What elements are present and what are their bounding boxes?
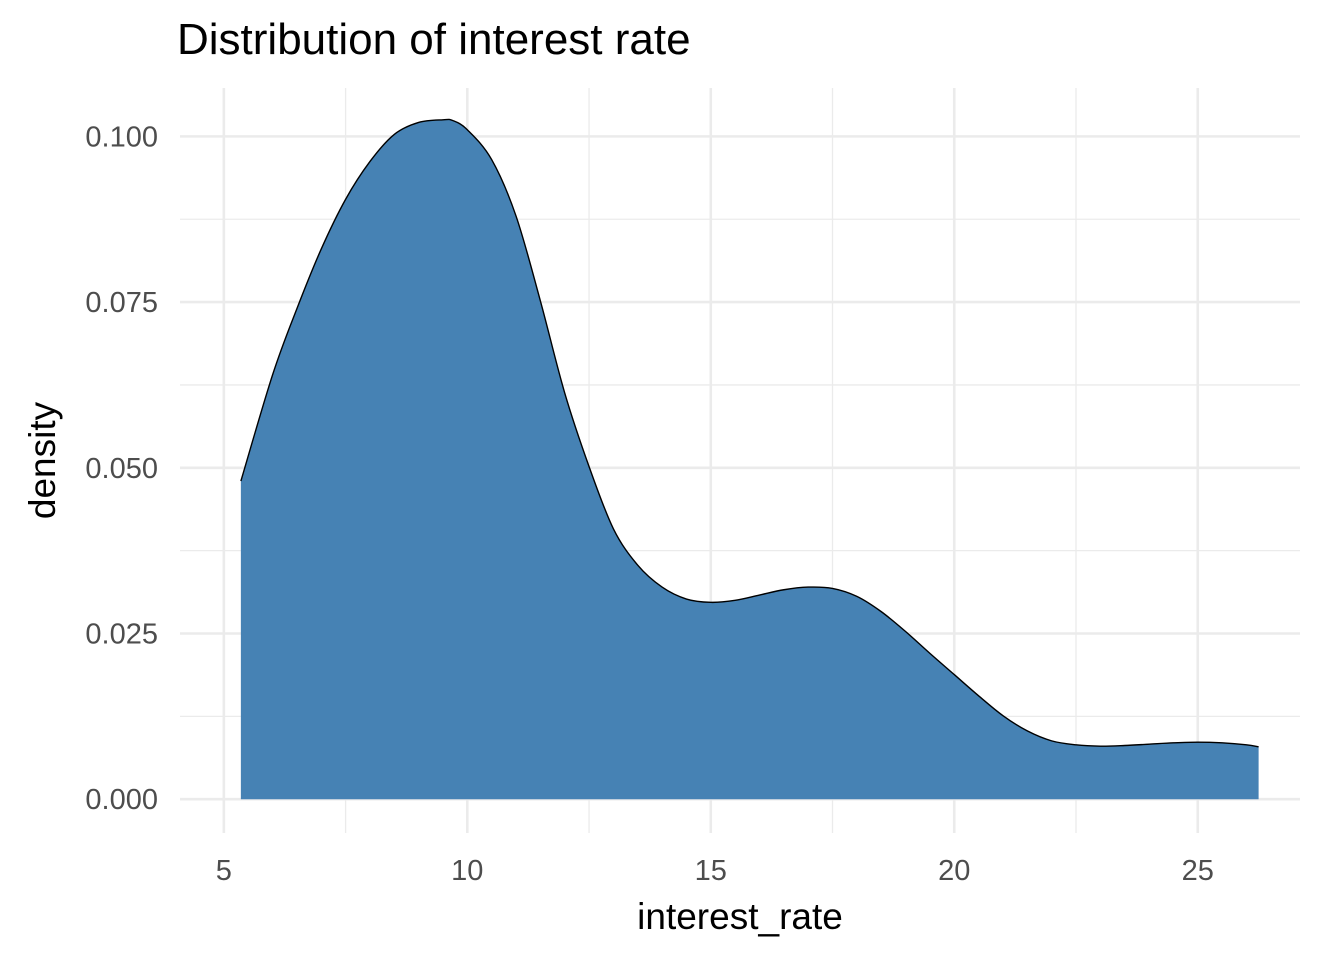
x-tick-label: 25 (1182, 855, 1214, 887)
y-axis-tick-labels: 0.000 0.025 0.050 0.075 0.100 (85, 121, 158, 816)
y-axis-title: density (22, 401, 63, 519)
x-tick-label: 15 (695, 855, 727, 887)
y-tick-label: 0.075 (85, 287, 158, 319)
y-tick-label: 0.025 (85, 618, 158, 650)
x-tick-label: 10 (451, 855, 483, 887)
y-tick-label: 0.100 (85, 121, 158, 153)
density-area-layer (240, 118, 1259, 800)
chart-title: Distribution of interest rate (177, 15, 691, 64)
x-tick-label: 5 (216, 855, 232, 887)
y-tick-label: 0.000 (85, 784, 158, 816)
x-axis-tick-labels: 5 10 15 20 25 (216, 855, 1214, 887)
density-curve-line (240, 118, 1259, 748)
density-area-fill (240, 119, 1259, 800)
y-tick-label: 0.050 (85, 453, 158, 485)
x-axis-title: interest_rate (637, 896, 843, 937)
x-tick-label: 20 (938, 855, 970, 887)
